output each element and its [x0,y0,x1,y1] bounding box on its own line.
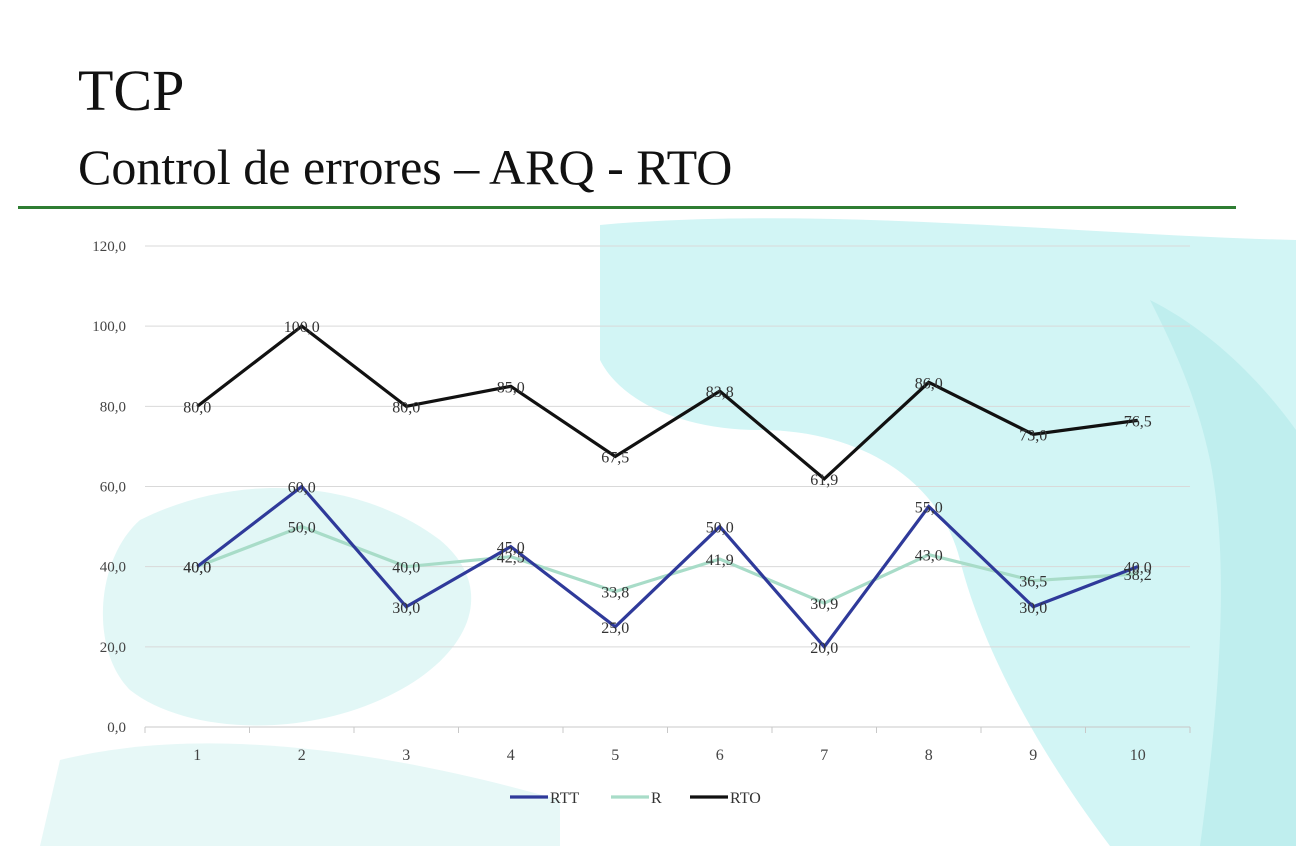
x-tick-label: 3 [402,747,410,764]
y-tick-label: 60,0 [100,480,126,496]
series-line-rto [196,324,1138,482]
data-label-rtt: 20,0 [810,640,838,657]
data-label-rto: 80,0 [183,399,211,416]
x-tick-label: 4 [507,747,515,764]
data-label-r: 41,9 [706,552,734,569]
y-tick-label: 80,0 [100,399,126,415]
data-label-r: 43,0 [915,548,943,565]
x-tick-label: 5 [611,747,619,764]
data-label-rtt: 30,0 [392,600,420,617]
data-label-rtt: 60,0 [288,480,316,497]
data-label-rto: 67,5 [601,449,629,466]
x-tick-label: 1 [193,747,201,764]
data-label-rtt: 50,0 [706,520,734,537]
legend-label-rtt: RTT [550,790,579,807]
x-tick-label: 9 [1029,747,1037,764]
x-tick-label: 7 [820,747,828,764]
data-label-rtt: 25,0 [601,620,629,637]
data-label-rto: 83,8 [706,384,734,401]
x-tick-label: 2 [298,747,306,764]
y-tick-label: 40,0 [100,560,126,576]
data-label-rto: 73,0 [1019,427,1047,444]
y-tick-label: 120,0 [92,239,126,255]
legend: RTT R RTO [510,790,761,807]
data-label-rtt: 40,0 [183,560,211,577]
data-label-r: 30,9 [810,596,838,613]
x-tick-label: 6 [716,747,724,764]
data-label-r: 40,0 [183,560,211,577]
data-label-rto: 86,0 [915,375,943,392]
data-label-r: 42,5 [497,550,525,567]
data-label-rtt: 30,0 [1019,600,1047,617]
data-label-rtt: 55,0 [915,500,943,517]
data-label-r: 33,8 [601,585,629,602]
slide-subtitle: Control de errores – ARQ - RTO [78,139,733,195]
data-labels: 40,0 60,0 30,0 45,0 25,0 50,0 20,0 55,0 30,0 40,0… [183,319,1152,657]
y-tick-label: 20,0 [100,640,126,656]
title-rule [18,206,1236,209]
x-tick-label: 8 [925,747,933,764]
data-label-rto: 76,5 [1124,413,1152,430]
axes: 0,0 20,0 40,0 60,0 80,0 100,0 120,0 1 2 3 4 5 6 7 8 9 10 [92,239,1191,764]
x-tick-label: 10 [1130,747,1146,764]
data-label-rto: 61,9 [810,472,838,489]
series-line-r [196,524,1138,605]
data-label-rto: 100,0 [284,319,320,336]
series-line-rtt [196,484,1139,650]
series-lines [196,324,1139,650]
data-label-rtt: 40,0 [1124,560,1152,577]
data-label-r: 38,2 [1124,567,1152,584]
y-tick-label: 0,0 [107,720,126,736]
slide-title: TCP [78,58,185,123]
data-label-rto: 80,0 [392,399,420,416]
data-label-rto: 85,0 [497,379,525,396]
data-label-r: 50,0 [288,520,316,537]
data-label-r: 40,0 [392,560,420,577]
data-label-r: 36,5 [1019,574,1047,591]
gridlines [145,245,1190,648]
y-tick-label: 100,0 [92,319,126,335]
legend-label-rto: RTO [730,790,761,807]
legend-label-r: R [651,790,662,807]
data-label-rtt: 45,0 [497,540,525,557]
